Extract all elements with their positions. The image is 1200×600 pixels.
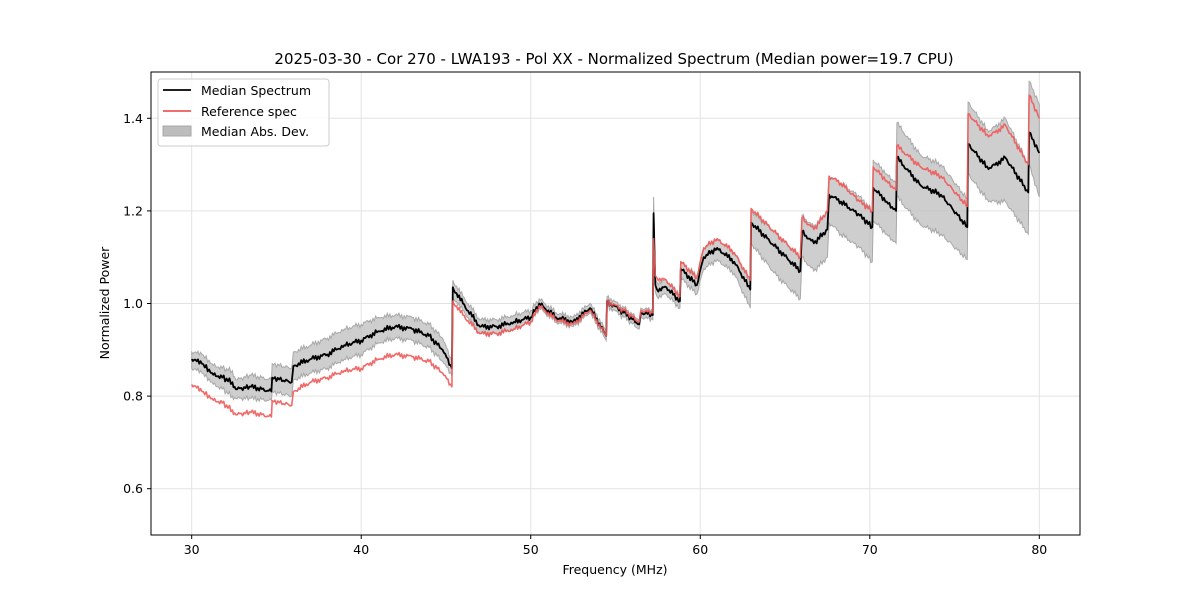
legend-label-median: Median Spectrum bbox=[201, 83, 311, 98]
x-axis-label: Frequency (MHz) bbox=[562, 562, 667, 577]
x-tick-label: 50 bbox=[523, 542, 539, 557]
legend-label-mad: Median Abs. Dev. bbox=[201, 124, 309, 139]
x-tick-label: 30 bbox=[184, 542, 200, 557]
y-tick-label: 0.6 bbox=[123, 481, 143, 496]
chart-title: 2025-03-30 - Cor 270 - LWA193 - Pol XX -… bbox=[274, 50, 953, 68]
legend-label-reference: Reference spec bbox=[201, 104, 297, 119]
x-tick-label: 70 bbox=[862, 542, 878, 557]
x-axis: 30 40 50 60 70 80 bbox=[184, 535, 1047, 557]
x-tick-label: 40 bbox=[353, 542, 369, 557]
y-axis: 0.6 0.8 1.0 1.2 1.4 bbox=[123, 111, 151, 496]
reference-spec-line bbox=[191, 94, 1041, 418]
x-tick-label: 80 bbox=[1031, 542, 1047, 557]
y-axis-label: Normalized Power bbox=[97, 246, 112, 360]
series-lines bbox=[190, 94, 1041, 418]
legend: Median Spectrum Reference spec Median Ab… bbox=[157, 78, 330, 147]
y-tick-label: 1.2 bbox=[123, 203, 143, 218]
y-tick-label: 0.8 bbox=[123, 389, 143, 404]
x-tick-label: 60 bbox=[692, 542, 708, 557]
legend-swatch-mad bbox=[162, 125, 192, 137]
y-tick-label: 1.0 bbox=[123, 296, 143, 311]
legend-box bbox=[157, 78, 330, 147]
y-tick-label: 1.4 bbox=[123, 111, 143, 126]
